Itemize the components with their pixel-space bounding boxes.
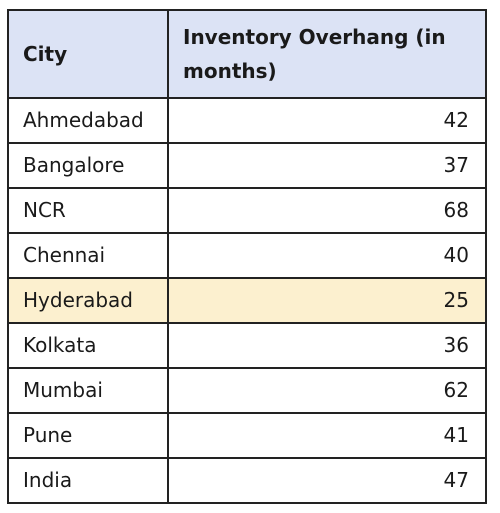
- value-cell: 36: [167, 322, 487, 369]
- city-cell: Kolkata: [7, 322, 169, 369]
- city-cell: Hyderabad: [7, 277, 169, 324]
- table-header-row: City Inventory Overhang (in months): [7, 9, 487, 99]
- table-row: Kolkata 36: [7, 322, 487, 369]
- table-row: Pune 41: [7, 412, 487, 459]
- table-row: Bangalore 37: [7, 142, 487, 189]
- city-cell: Ahmedabad: [7, 97, 169, 144]
- table-row: Ahmedabad 42: [7, 97, 487, 144]
- city-cell: Chennai: [7, 232, 169, 279]
- value-cell: 62: [167, 367, 487, 414]
- table-row: Mumbai 62: [7, 367, 487, 414]
- city-cell: India: [7, 457, 169, 504]
- inventory-table-container: City Inventory Overhang (in months) Ahme…: [7, 9, 487, 504]
- city-cell: Bangalore: [7, 142, 169, 189]
- value-cell: 68: [167, 187, 487, 234]
- table-row: NCR 68: [7, 187, 487, 234]
- inventory-overhang-table: City Inventory Overhang (in months) Ahme…: [7, 9, 487, 504]
- value-cell: 25: [167, 277, 487, 324]
- table-row-highlighted: Hyderabad 25: [7, 277, 487, 324]
- value-cell: 47: [167, 457, 487, 504]
- table-row: India 47: [7, 457, 487, 504]
- value-cell: 37: [167, 142, 487, 189]
- table-row: Chennai 40: [7, 232, 487, 279]
- city-cell: NCR: [7, 187, 169, 234]
- value-cell: 42: [167, 97, 487, 144]
- value-cell: 40: [167, 232, 487, 279]
- value-cell: 41: [167, 412, 487, 459]
- city-cell: Pune: [7, 412, 169, 459]
- header-inventory-overhang: Inventory Overhang (in months): [167, 9, 487, 99]
- header-city: City: [7, 9, 169, 99]
- city-cell: Mumbai: [7, 367, 169, 414]
